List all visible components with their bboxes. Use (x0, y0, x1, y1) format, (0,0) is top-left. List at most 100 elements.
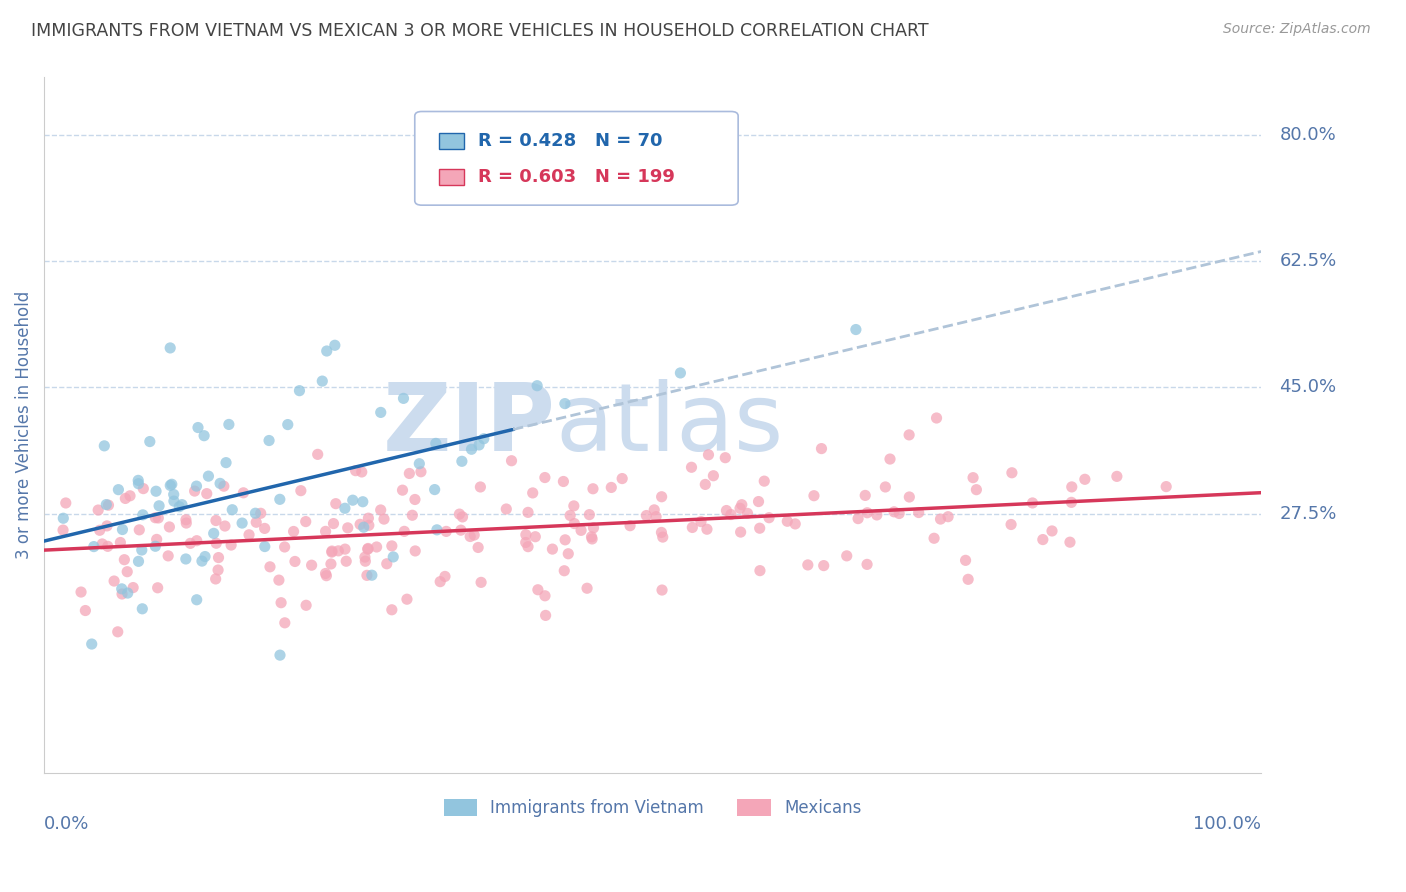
Point (582, 521, 605, 535)
Point (174, 552, 197, 566)
Point (460, 442, 482, 457)
Point (391, 483, 413, 498)
Point (748, 521, 770, 535)
Point (269, 648, 291, 662)
Point (517, 505, 540, 519)
Point (846, 511, 869, 525)
Point (352, 494, 374, 508)
Point (174, 516, 197, 530)
Point (835, 549, 858, 563)
Point (159, 478, 181, 492)
Point (323, 338, 346, 352)
Point (315, 524, 337, 539)
Point (564, 516, 586, 531)
Text: 80.0%: 80.0% (1279, 126, 1336, 145)
Point (401, 508, 423, 523)
Point (356, 568, 378, 582)
Point (524, 530, 547, 544)
Point (1074, 472, 1097, 486)
Point (186, 479, 208, 493)
Point (354, 550, 377, 565)
Point (259, 559, 281, 574)
Point (139, 434, 162, 449)
Point (650, 525, 672, 540)
Point (803, 489, 825, 503)
Point (651, 490, 673, 504)
Point (321, 545, 343, 559)
Point (866, 508, 889, 522)
Point (651, 582, 673, 597)
Point (183, 484, 205, 499)
Point (344, 464, 367, 478)
Point (253, 540, 276, 554)
Point (562, 499, 585, 513)
Point (146, 581, 169, 595)
Point (253, 521, 276, 535)
Point (186, 592, 208, 607)
Point (925, 411, 948, 425)
Point (433, 569, 456, 583)
Point (93, 439, 115, 453)
Point (1032, 533, 1054, 547)
Point (273, 540, 295, 554)
Point (131, 602, 153, 616)
Point (690, 515, 713, 529)
Point (350, 465, 373, 479)
Point (501, 454, 523, 468)
Point (107, 483, 129, 497)
Point (283, 524, 305, 539)
Point (80, 637, 103, 651)
Point (195, 486, 218, 500)
Point (112, 552, 135, 566)
Point (96, 519, 118, 533)
Point (290, 483, 312, 498)
Point (776, 514, 799, 528)
Point (111, 582, 134, 596)
Point (1040, 524, 1063, 538)
Point (957, 572, 980, 586)
Point (284, 554, 307, 568)
Point (470, 480, 492, 494)
Point (1060, 495, 1083, 509)
Point (898, 428, 921, 442)
Point (810, 442, 832, 456)
Point (965, 483, 987, 497)
Point (128, 554, 150, 568)
Point (91, 537, 114, 551)
Point (110, 535, 132, 549)
Point (321, 544, 343, 558)
Point (322, 516, 344, 531)
Point (249, 506, 271, 520)
Point (145, 533, 167, 547)
Point (170, 498, 193, 512)
Point (357, 518, 380, 533)
Point (111, 587, 134, 601)
Point (495, 502, 517, 516)
Point (408, 457, 430, 471)
Point (209, 476, 232, 491)
Point (429, 574, 451, 589)
Point (269, 492, 291, 507)
Point (204, 572, 226, 586)
Point (534, 470, 557, 484)
Point (193, 428, 215, 442)
Point (669, 366, 692, 380)
Point (468, 438, 491, 452)
Point (118, 489, 141, 503)
Text: Source: ZipAtlas.com: Source: ZipAtlas.com (1223, 22, 1371, 37)
Point (370, 503, 392, 517)
Point (578, 508, 600, 522)
Point (527, 582, 550, 597)
Point (128, 523, 150, 537)
Point (426, 523, 449, 537)
Point (382, 549, 405, 564)
Point (581, 532, 603, 546)
Point (333, 542, 356, 557)
Point (163, 487, 186, 501)
Point (52, 511, 75, 525)
Point (375, 557, 398, 571)
Point (238, 528, 260, 542)
Point (898, 490, 921, 504)
Point (315, 568, 337, 582)
Point (366, 540, 388, 554)
